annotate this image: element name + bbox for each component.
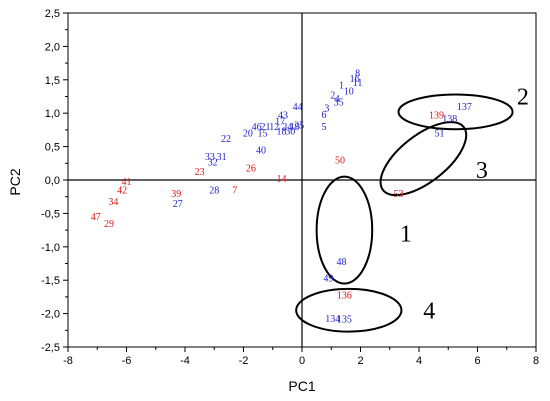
x-tick-label: -8 [63,355,73,367]
sample-point-137: 137 [457,102,472,113]
sample-point-40: 40 [256,145,266,156]
sample-point-21: 21 [260,122,270,133]
sample-point-18: 18 [277,127,287,138]
sample-point-24: 24 [282,122,292,133]
sample-point-16: 16 [350,74,360,85]
sample-point-28: 28 [209,186,219,197]
group-3-label: 3 [476,158,488,184]
group-1-label: 1 [400,221,412,247]
y-tick-label: 2,5 [45,8,60,20]
sample-point-44: 44 [293,102,303,113]
sample-point-29: 29 [104,219,114,230]
sample-point-33: 33 [205,152,215,163]
x-tick-label: 4 [416,355,422,367]
y-tick-label: -2,5 [41,342,60,354]
x-tick-label: 0 [299,355,305,367]
sample-point-10: 10 [344,87,354,98]
sample-point-35: 35 [334,97,344,108]
sample-point-50: 50 [335,155,345,166]
sample-point-27: 27 [173,199,183,210]
sample-point-23: 23 [195,167,205,178]
y-tick-label: -1,5 [41,275,60,287]
sample-point-135: 135 [337,314,352,325]
sample-point-139: 139 [429,111,444,122]
y-tick-label: -1,0 [41,242,60,254]
group-2-label: 2 [517,85,529,111]
sample-point-22: 22 [221,134,231,145]
sample-point-47: 47 [91,212,101,223]
sample-point-12: 12 [269,122,279,133]
group-3-ellipse [379,121,468,197]
sample-point-7: 7 [232,186,237,197]
sample-point-4: 4 [335,94,340,105]
sample-point-14: 14 [277,174,287,185]
sample-point-30: 30 [285,127,295,138]
sample-point-49: 49 [323,274,333,285]
x-tick-label: 6 [474,355,480,367]
sample-point-8: 8 [355,69,360,80]
group-4-ellipse [295,287,403,333]
group-1-ellipse [315,175,374,285]
sample-point-48: 48 [336,257,346,268]
sample-point-2: 2 [330,91,335,102]
y-axis-title: PC2 [7,168,23,195]
sample-point-17: 17 [275,117,285,128]
x-axis-title: PC1 [288,378,315,394]
sample-point-32: 32 [208,157,218,168]
sample-point-138: 138 [442,114,457,125]
group-4-label: 4 [423,298,435,324]
sample-point-134: 134 [325,314,340,325]
y-tick-label: 1,0 [45,108,60,120]
sample-point-51: 51 [434,129,444,140]
y-tick-label: -0,5 [41,208,60,220]
sample-point-31: 31 [217,152,227,163]
sample-point-20: 20 [243,129,253,140]
sample-point-15: 15 [258,129,268,140]
y-tick-label: 2,0 [45,41,60,53]
sample-point-19: 19 [290,122,300,133]
sample-point-39: 39 [171,189,181,200]
sample-point-53: 53 [394,189,404,200]
x-tick-label: 2 [357,355,363,367]
sample-point-34: 34 [108,197,118,208]
sample-point-11: 11 [353,78,363,89]
y-tick-label: 0,0 [45,175,60,187]
sample-point-26: 26 [246,163,256,174]
sample-point-5: 5 [321,122,326,133]
sample-point-3: 3 [324,103,329,114]
x-tick-label: -2 [239,355,249,367]
x-tick-label: -6 [122,355,132,367]
y-tick-label: 1,5 [45,75,60,87]
sample-point-1: 1 [339,81,344,92]
y-tick-label: 0,5 [45,142,60,154]
sample-point-46: 46 [252,122,262,133]
sample-point-25: 25 [294,121,304,132]
sample-point-136: 136 [337,290,352,301]
x-tick-label: -4 [180,355,190,367]
group-2-ellipse [397,93,514,131]
sample-point-42: 42 [117,186,127,197]
sample-point-41: 41 [122,177,132,188]
sample-point-6: 6 [321,110,326,121]
x-tick-label: 8 [533,355,539,367]
y-tick-label: -2,0 [41,309,60,321]
sample-point-43: 43 [278,111,288,122]
